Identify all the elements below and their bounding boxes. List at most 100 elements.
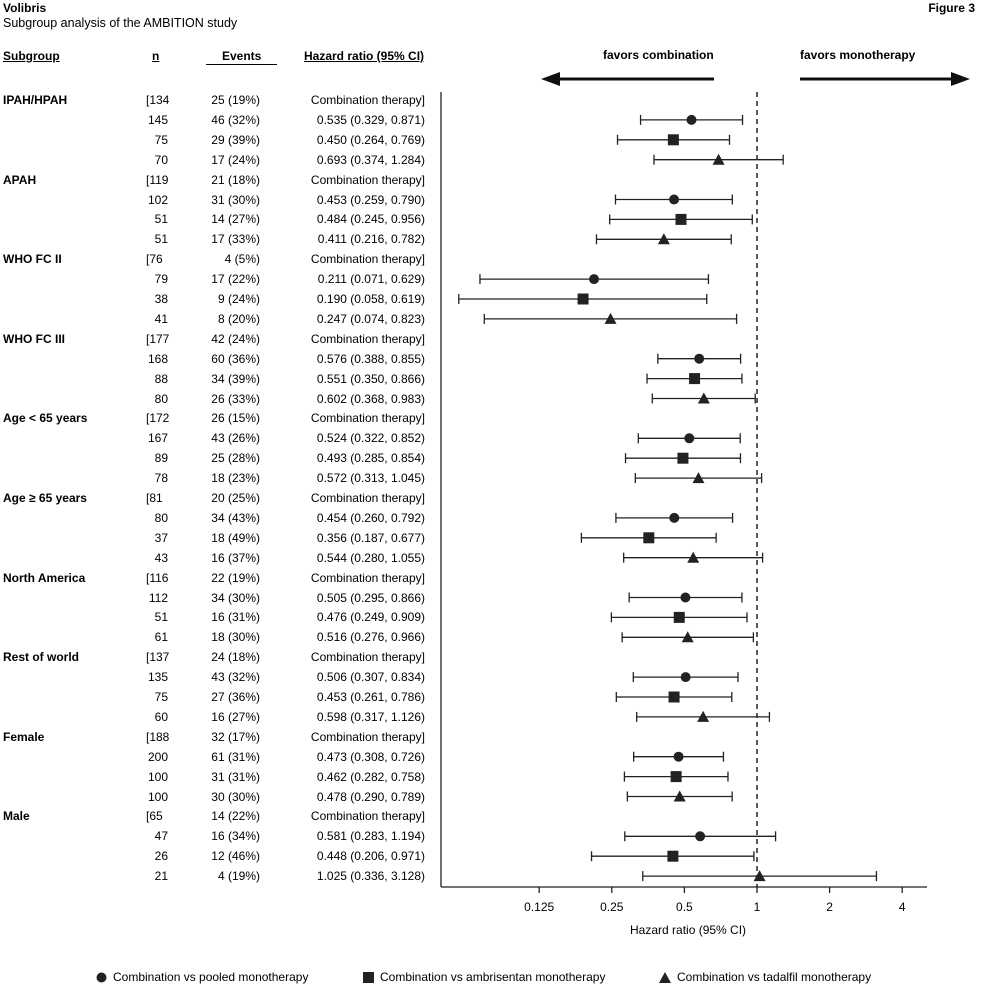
combo-n-cell: [177 bbox=[146, 331, 170, 346]
hr-ci-cell: 0.572 (0.313, 1.045) bbox=[316, 471, 425, 486]
n-cell: 167 bbox=[147, 431, 168, 446]
hr-point-tadalfil bbox=[687, 551, 700, 563]
n-cell: 100 bbox=[147, 769, 168, 784]
combo-label-cell: Combination therapy] bbox=[310, 570, 425, 585]
events-cell: 34 (43%) bbox=[211, 510, 260, 525]
hr-ci-cell: 0.411 (0.216, 0.782) bbox=[317, 232, 425, 247]
n-cell: 80 bbox=[154, 391, 168, 406]
combo-n-cell: [188 bbox=[146, 729, 170, 744]
combo-events-cell: 25 (19%) bbox=[211, 93, 260, 107]
events-cell: 17 (33%) bbox=[211, 232, 260, 247]
hr-ci-cell: 0.453 (0.259, 0.790) bbox=[316, 192, 425, 207]
hr-point-pooled bbox=[686, 114, 697, 125]
combo-label-cell: Combination therapy] bbox=[310, 809, 425, 824]
hr-point-pooled bbox=[684, 433, 695, 444]
legend-item-pooled: Combination vs pooled monotherapy bbox=[96, 970, 308, 984]
events-cell: 16 (31%) bbox=[211, 610, 260, 625]
hr-ci-cell: 0.247 (0.074, 0.823) bbox=[316, 311, 425, 326]
n-cell: 43 bbox=[154, 550, 168, 565]
events-cell: 34 (30%) bbox=[211, 590, 260, 605]
n-cell: 51 bbox=[154, 610, 168, 625]
combo-n-cell: [137 bbox=[146, 650, 170, 665]
legend-item-tadalfil: Combination vs tadalfil monotherapy bbox=[659, 970, 871, 984]
hr-point-pooled bbox=[589, 274, 600, 285]
events-cell: 17 (22%) bbox=[211, 272, 260, 287]
x-tick-label: 0.5 bbox=[676, 900, 693, 914]
n-cell: 75 bbox=[154, 132, 168, 147]
combo-label-cell: Combination therapy] bbox=[310, 729, 425, 744]
events-cell: 30 (30%) bbox=[211, 789, 260, 804]
events-cell: 17 (24%) bbox=[211, 152, 260, 167]
events-cell: 25 (28%) bbox=[211, 451, 260, 466]
subgroup-name: Rest of world bbox=[3, 650, 80, 665]
hr-point-ambrisentan bbox=[689, 373, 701, 385]
hr-ci-cell: 0.211 (0.071, 0.629) bbox=[317, 272, 425, 287]
combo-n-cell: [76 bbox=[146, 252, 163, 267]
combo-events-cell: 24 (18%) bbox=[211, 650, 260, 665]
hr-ci-cell: 0.505 (0.295, 0.866) bbox=[316, 590, 425, 605]
hr-ci-cell: 0.493 (0.285, 0.854) bbox=[316, 451, 425, 466]
combo-events-cell: 14 (22%) bbox=[211, 809, 260, 824]
combo-label-cell: Combination therapy] bbox=[310, 650, 425, 665]
n-cell: 112 bbox=[148, 590, 168, 605]
col-header-subgroup: Subgroup bbox=[3, 49, 60, 63]
events-cell: 26 (33%) bbox=[211, 391, 260, 406]
combo-n-cell: [119 bbox=[146, 172, 169, 187]
hr-point-tadalfil bbox=[697, 392, 710, 404]
n-cell: 200 bbox=[147, 749, 168, 764]
events-cell: 18 (30%) bbox=[211, 630, 260, 645]
hr-ci-cell: 0.581 (0.283, 1.194) bbox=[316, 829, 425, 844]
hr-point-tadalfil bbox=[657, 233, 670, 245]
events-cell: 16 (34%) bbox=[211, 829, 260, 844]
hr-point-tadalfil bbox=[712, 153, 725, 165]
hr-point-ambrisentan bbox=[677, 452, 689, 464]
combo-n-cell: [134 bbox=[146, 93, 170, 107]
events-cell: 61 (31%) bbox=[211, 749, 260, 764]
hr-ci-cell: 0.551 (0.350, 0.866) bbox=[316, 371, 425, 386]
hr-ci-cell: 0.506 (0.307, 0.834) bbox=[316, 670, 425, 685]
hr-ci-cell: 0.462 (0.282, 0.758) bbox=[316, 769, 425, 784]
figure-number: Figure 3 bbox=[928, 1, 975, 15]
arrow-left-icon bbox=[541, 72, 560, 86]
hr-ci-cell: 0.693 (0.374, 1.284) bbox=[316, 152, 425, 167]
hr-point-pooled bbox=[673, 751, 684, 762]
n-cell: 26 bbox=[154, 849, 168, 864]
hr-ci-cell: 0.476 (0.249, 0.909) bbox=[316, 610, 425, 625]
events-cell: 60 (36%) bbox=[211, 351, 260, 366]
combo-events-cell: 26 (15%) bbox=[211, 411, 260, 426]
hr-point-tadalfil bbox=[673, 790, 686, 802]
hr-ci-cell: 0.535 (0.329, 0.871) bbox=[316, 112, 425, 127]
subgroup-name: Age ≥ 65 years bbox=[3, 491, 87, 505]
subgroup-name: Female bbox=[3, 729, 45, 744]
combo-label-cell: Combination therapy] bbox=[310, 252, 425, 267]
col-header-events: Events bbox=[206, 49, 278, 65]
events-cell: 16 (37%) bbox=[211, 550, 260, 565]
combo-events-cell: 22 (19%) bbox=[211, 570, 260, 585]
n-cell: 51 bbox=[154, 212, 168, 227]
hr-ci-cell: 0.598 (0.317, 1.126) bbox=[316, 709, 425, 724]
n-cell: 89 bbox=[154, 451, 168, 466]
hr-ci-cell: 0.602 (0.368, 0.983) bbox=[316, 391, 425, 406]
brand-name: Volibris bbox=[3, 1, 47, 15]
n-cell: 79 bbox=[154, 272, 168, 287]
arrow-right-icon bbox=[951, 72, 970, 86]
n-cell: 70 bbox=[154, 152, 168, 167]
hr-ci-cell: 0.576 (0.388, 0.855) bbox=[316, 351, 425, 366]
combo-n-cell: [65 bbox=[146, 809, 163, 824]
hr-point-tadalfil bbox=[692, 472, 705, 484]
n-cell: 88 bbox=[154, 371, 168, 386]
combo-n-cell: [81 bbox=[146, 491, 163, 505]
x-tick-label: 0.25 bbox=[600, 900, 624, 914]
hr-ci-cell: 0.356 (0.187, 0.677) bbox=[316, 530, 425, 545]
hr-ci-cell: 0.448 (0.206, 0.971) bbox=[316, 849, 425, 864]
events-cell: 14 (27%) bbox=[211, 212, 260, 227]
hr-point-pooled bbox=[669, 194, 680, 205]
events-cell: 8 (20%) bbox=[217, 311, 260, 326]
favors-combination-label: favors combination bbox=[603, 48, 714, 62]
combo-label-cell: Combination therapy] bbox=[310, 93, 425, 107]
hr-point-tadalfil bbox=[697, 710, 710, 722]
n-cell: 47 bbox=[154, 829, 168, 844]
hr-ci-cell: 0.190 (0.058, 0.619) bbox=[316, 292, 425, 306]
hr-point-ambrisentan bbox=[668, 691, 680, 703]
hr-point-pooled bbox=[680, 592, 691, 603]
